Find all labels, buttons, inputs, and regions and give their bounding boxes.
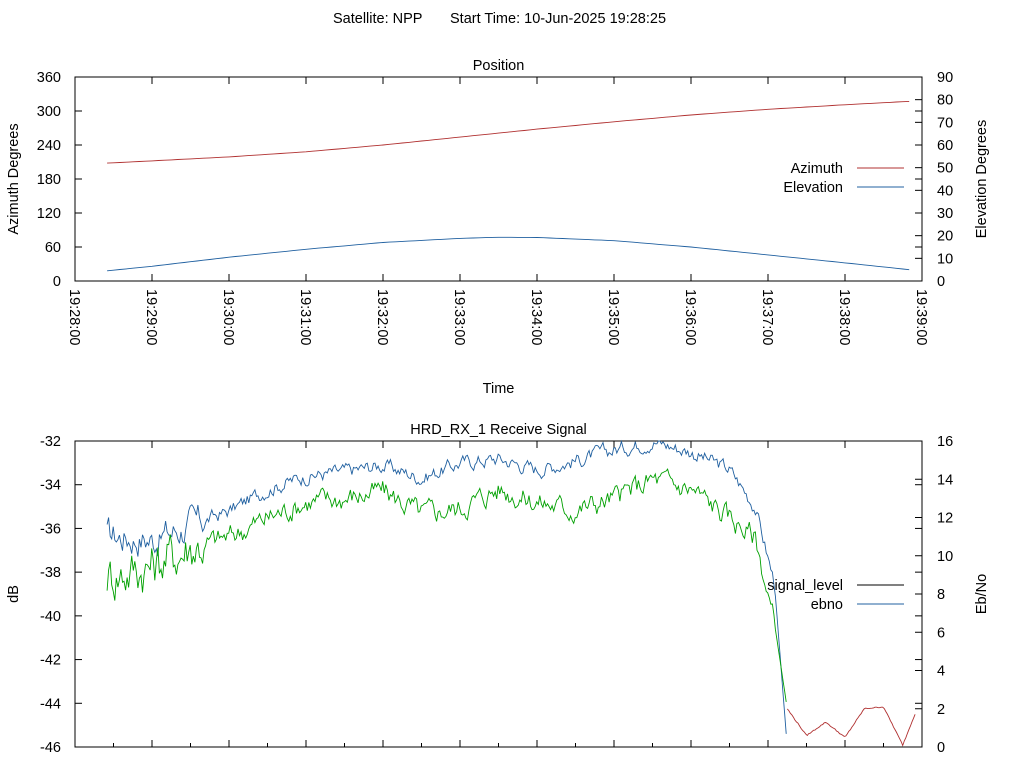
x-tick-label: 19:32:00 — [374, 289, 390, 345]
header-start-time: Start Time: 10-Jun-2025 19:28:25 — [450, 11, 666, 27]
y-tick-label: 240 — [37, 138, 61, 154]
y-tick-label: -38 — [40, 565, 61, 581]
y2-tick-label: 2 — [937, 702, 945, 718]
y2-tick-label: 16 — [937, 434, 953, 450]
y2-axis-title: Eb/No — [974, 574, 990, 614]
legend-label: signal_level — [767, 578, 843, 594]
series-line-loss — [786, 706, 916, 747]
y2-tick-label: 90 — [937, 70, 953, 86]
series-line-Elevation — [107, 236, 910, 272]
y2-tick-label: 0 — [937, 274, 945, 290]
y2-tick-label: 80 — [937, 93, 953, 109]
y-tick-label: -32 — [40, 434, 61, 450]
x-tick-label: 19:36:00 — [682, 289, 698, 345]
x-tick-label: 19:38:00 — [836, 289, 852, 345]
y2-tick-label: 10 — [937, 251, 953, 267]
x-axis-title: Time — [483, 381, 515, 397]
x-tick-label: 19:35:00 — [605, 289, 621, 345]
y2-tick-label: 8 — [937, 587, 945, 603]
x-tick-label: 19:33:00 — [451, 289, 467, 345]
y-axis-title: Azimuth Degrees — [6, 123, 22, 234]
y-tick-label: 60 — [45, 240, 61, 256]
legend-label: ebno — [811, 597, 843, 613]
x-tick-label: 19:37:00 — [759, 289, 775, 345]
y2-tick-label: 30 — [937, 206, 953, 222]
y-tick-label: 0 — [53, 274, 61, 290]
y2-tick-label: 60 — [937, 138, 953, 154]
y2-tick-label: 4 — [937, 664, 945, 680]
x-tick-label: 19:39:00 — [913, 289, 929, 345]
series-line-Azimuth — [107, 100, 910, 164]
y2-tick-label: 20 — [937, 229, 953, 245]
chart-title: HRD_RX_1 Receive Signal — [410, 422, 587, 438]
y-axis-title: dB — [6, 585, 22, 603]
x-tick-label: 19:31:00 — [297, 289, 313, 345]
y-tick-label: 360 — [37, 70, 61, 86]
y-tick-label: -42 — [40, 653, 61, 669]
receive-signal-chart: HRD_RX_1 Receive Signal -32 -34 -36 -38 -40 -4… — [6, 422, 990, 756]
y-tick-label: 180 — [37, 172, 61, 188]
position-chart: Position 0 60 120 180 240 300 360 0 10 20 30 40 50 60 7… — [6, 58, 990, 397]
y2-axis-title: Elevation Degrees — [974, 120, 990, 239]
y2-tick-label: 6 — [937, 625, 945, 641]
y2-tick-label: 10 — [937, 549, 953, 565]
series-line-signal_level — [106, 439, 787, 734]
y2-tick-label: 40 — [937, 183, 953, 199]
y-tick-label: -34 — [40, 478, 61, 494]
x-tick-label: 19:34:00 — [528, 289, 544, 345]
y-tick-label: -40 — [40, 609, 61, 625]
y-tick-label: 120 — [37, 206, 61, 222]
y-tick-label: -36 — [40, 521, 61, 537]
y2-tick-label: 70 — [937, 115, 953, 131]
x-tick-label: 19:30:00 — [220, 289, 236, 345]
legend-label: Elevation — [783, 180, 843, 196]
x-tick-label: 19:29:00 — [143, 289, 159, 345]
legend-label: Azimuth — [791, 161, 843, 177]
y2-tick-label: 50 — [937, 161, 953, 177]
y-tick-label: -46 — [40, 740, 61, 756]
y2-tick-label: 14 — [937, 472, 953, 488]
x-tick-label: 19:28:00 — [66, 289, 82, 345]
chart-title: Position — [473, 58, 525, 74]
series-line-ebno — [106, 468, 787, 702]
header-satellite: Satellite: NPP — [333, 11, 422, 27]
y2-tick-label: 12 — [937, 511, 953, 527]
y-tick-label: 300 — [37, 104, 61, 120]
y2-tick-label: 0 — [937, 740, 945, 756]
y-tick-label: -44 — [40, 696, 61, 712]
